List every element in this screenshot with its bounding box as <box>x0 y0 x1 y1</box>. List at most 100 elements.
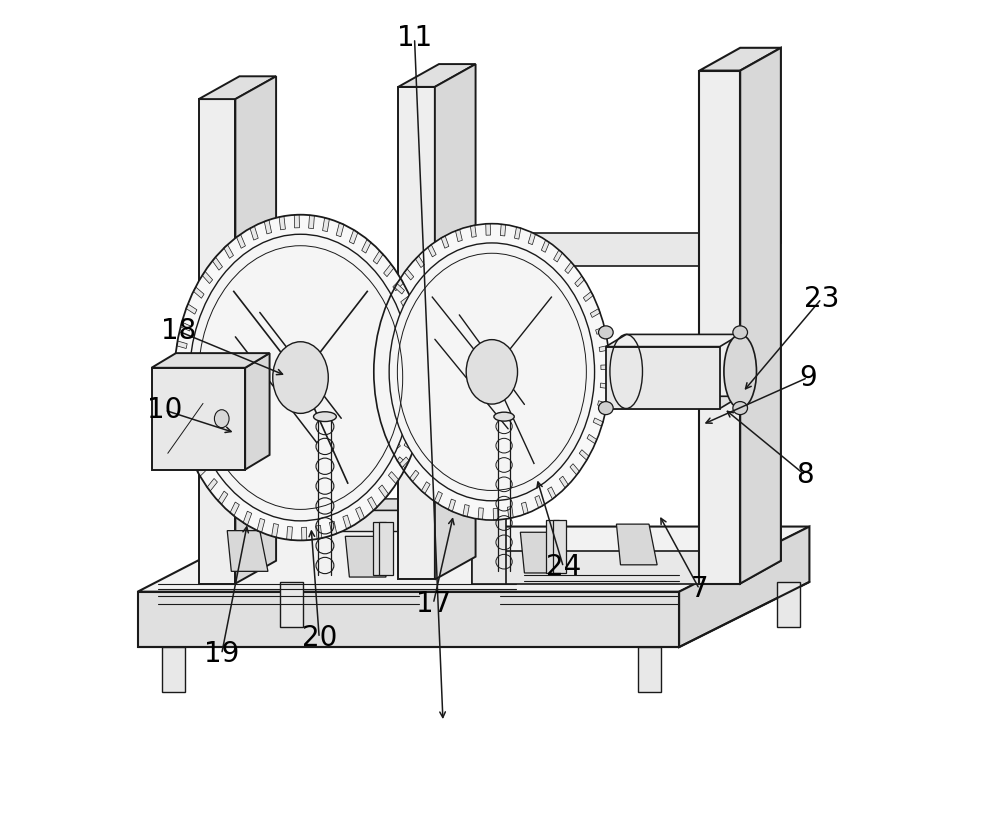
Text: 20: 20 <box>302 624 337 652</box>
Polygon shape <box>417 370 427 376</box>
Polygon shape <box>507 507 513 519</box>
Polygon shape <box>138 527 809 592</box>
Polygon shape <box>448 499 456 511</box>
Polygon shape <box>740 529 781 583</box>
Polygon shape <box>218 491 228 504</box>
Polygon shape <box>679 527 809 647</box>
Polygon shape <box>178 415 189 424</box>
Polygon shape <box>224 245 233 258</box>
Polygon shape <box>368 497 377 510</box>
Polygon shape <box>162 647 185 692</box>
Polygon shape <box>329 521 337 535</box>
Polygon shape <box>309 215 314 229</box>
Polygon shape <box>598 401 607 408</box>
Polygon shape <box>212 257 222 270</box>
Polygon shape <box>272 524 278 538</box>
Polygon shape <box>601 364 610 369</box>
Polygon shape <box>478 508 483 520</box>
Polygon shape <box>410 470 419 481</box>
Polygon shape <box>343 515 351 529</box>
Polygon shape <box>395 283 404 294</box>
Polygon shape <box>374 374 383 379</box>
Polygon shape <box>616 525 657 565</box>
Polygon shape <box>189 449 200 460</box>
Polygon shape <box>599 346 609 352</box>
Ellipse shape <box>374 224 610 520</box>
Polygon shape <box>236 234 245 248</box>
Polygon shape <box>243 511 252 525</box>
Polygon shape <box>600 383 610 389</box>
Polygon shape <box>227 530 268 571</box>
Polygon shape <box>587 435 597 444</box>
Polygon shape <box>387 300 397 310</box>
Polygon shape <box>463 505 469 516</box>
Polygon shape <box>177 341 187 349</box>
Polygon shape <box>276 499 419 511</box>
Polygon shape <box>257 518 265 533</box>
Ellipse shape <box>389 243 595 501</box>
Polygon shape <box>202 271 213 283</box>
Text: 11: 11 <box>397 24 432 52</box>
Ellipse shape <box>599 326 613 339</box>
Polygon shape <box>235 76 276 583</box>
Polygon shape <box>376 336 386 343</box>
Polygon shape <box>398 64 476 87</box>
Polygon shape <box>381 318 391 326</box>
Polygon shape <box>199 99 235 583</box>
Polygon shape <box>183 433 194 442</box>
Polygon shape <box>197 464 208 476</box>
Text: 24: 24 <box>546 553 581 581</box>
Polygon shape <box>441 236 449 248</box>
Text: 9: 9 <box>799 364 817 391</box>
Polygon shape <box>428 245 436 257</box>
Ellipse shape <box>214 409 229 427</box>
Polygon shape <box>323 218 329 231</box>
Ellipse shape <box>494 412 514 421</box>
Polygon shape <box>294 215 299 228</box>
Polygon shape <box>287 526 292 540</box>
Polygon shape <box>316 525 322 539</box>
Polygon shape <box>404 441 415 451</box>
Polygon shape <box>152 368 245 470</box>
Polygon shape <box>264 220 272 234</box>
Polygon shape <box>590 309 600 318</box>
Polygon shape <box>500 224 506 236</box>
Polygon shape <box>699 70 740 583</box>
Polygon shape <box>472 551 740 583</box>
Polygon shape <box>383 426 393 435</box>
Polygon shape <box>486 224 491 235</box>
Polygon shape <box>375 392 385 398</box>
Polygon shape <box>554 250 562 262</box>
Ellipse shape <box>733 402 748 414</box>
Polygon shape <box>378 409 388 417</box>
Polygon shape <box>455 230 462 242</box>
Ellipse shape <box>599 402 613 414</box>
Polygon shape <box>379 485 389 498</box>
Polygon shape <box>199 76 276 99</box>
Polygon shape <box>415 350 426 357</box>
Polygon shape <box>606 334 740 346</box>
Polygon shape <box>174 380 184 385</box>
Polygon shape <box>472 234 740 266</box>
Polygon shape <box>565 262 574 274</box>
Ellipse shape <box>466 340 518 404</box>
Polygon shape <box>245 353 270 470</box>
Polygon shape <box>175 360 185 367</box>
Polygon shape <box>606 396 740 408</box>
Polygon shape <box>493 508 498 520</box>
Polygon shape <box>699 48 781 70</box>
Polygon shape <box>520 532 561 573</box>
Polygon shape <box>388 471 399 484</box>
Polygon shape <box>412 332 423 340</box>
Polygon shape <box>276 511 398 530</box>
Ellipse shape <box>273 342 328 413</box>
Polygon shape <box>777 582 800 627</box>
Polygon shape <box>548 487 556 499</box>
Polygon shape <box>514 227 521 239</box>
Polygon shape <box>186 304 197 315</box>
Polygon shape <box>740 48 781 583</box>
Polygon shape <box>570 464 580 475</box>
Polygon shape <box>384 264 394 277</box>
Polygon shape <box>398 87 435 579</box>
Polygon shape <box>138 592 679 647</box>
